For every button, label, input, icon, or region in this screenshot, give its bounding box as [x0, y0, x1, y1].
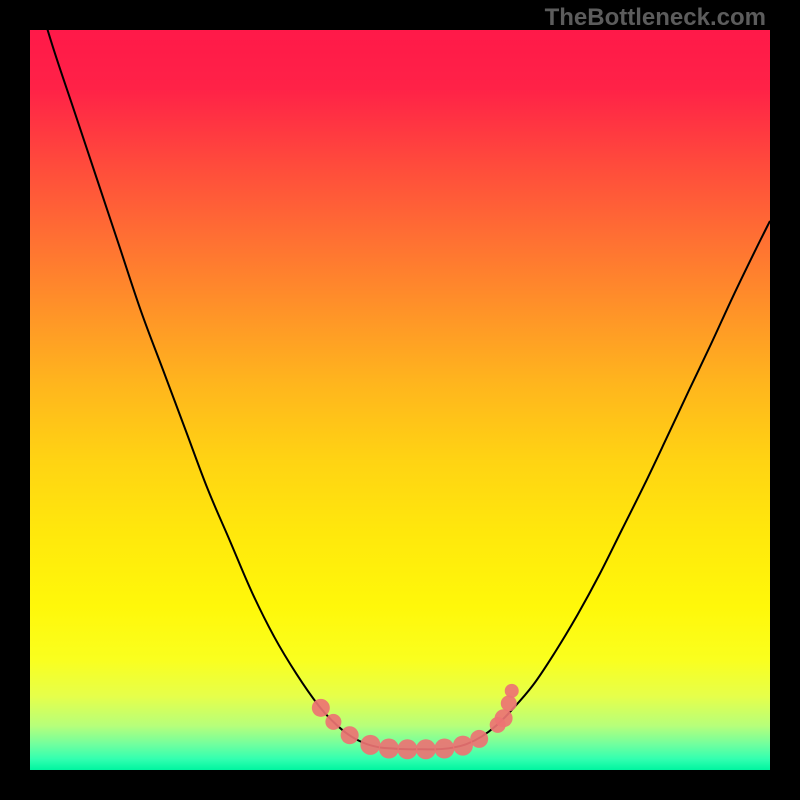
curve-marker [434, 739, 454, 759]
bottleneck-curve-plot [30, 30, 770, 770]
watermark-text: TheBottleneck.com [545, 4, 766, 32]
curve-marker [325, 714, 341, 730]
curve-marker [495, 709, 513, 727]
curve-marker [505, 684, 519, 698]
curve-marker [416, 739, 436, 759]
curve-marker [312, 699, 330, 717]
chart-frame [0, 0, 800, 800]
curve-marker [397, 739, 417, 759]
curve-marker [379, 739, 399, 759]
curve-marker [501, 695, 517, 711]
curve-marker [453, 736, 473, 756]
curve-marker [470, 730, 488, 748]
curve-marker [341, 726, 359, 744]
bottleneck-curve [30, 30, 770, 749]
curve-marker [360, 735, 380, 755]
